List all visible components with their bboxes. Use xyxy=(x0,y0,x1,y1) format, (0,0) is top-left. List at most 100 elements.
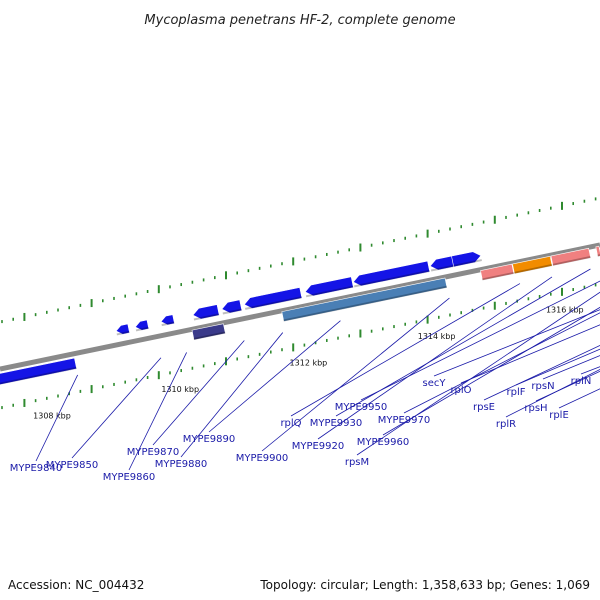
gene-label-leader xyxy=(580,366,600,375)
gene-feature xyxy=(134,319,150,332)
gene-label: MYPE9840 xyxy=(10,463,63,474)
feature-track xyxy=(0,245,600,390)
gene-label-leader xyxy=(208,320,341,433)
kbp-label: 1314 kbp xyxy=(418,332,456,341)
gene-feature-shade xyxy=(161,321,175,327)
gene-label-leader xyxy=(433,309,600,377)
gene-feature-shade xyxy=(222,308,242,315)
gene-feature xyxy=(451,251,482,268)
gene-feature xyxy=(243,287,303,310)
gene-label-leader xyxy=(535,370,600,402)
gene-label: MYPE9960 xyxy=(357,437,410,448)
gene-feature-shape xyxy=(221,299,243,314)
gene-feature-shade xyxy=(116,330,130,336)
gene-feature-shade xyxy=(453,259,482,267)
gene-label-leader xyxy=(128,352,187,471)
gene-label: MYPE9900 xyxy=(236,453,289,464)
gene-label: MYPE9930 xyxy=(310,418,363,429)
gene-label-leader xyxy=(290,283,521,417)
gene-feature xyxy=(352,260,431,288)
gene-label: rplR xyxy=(496,419,516,430)
gene-label: MYPE9860 xyxy=(103,472,156,483)
gene-feature-shade xyxy=(552,256,591,266)
kbp-label-group: 1308 kbp 1310 kbp 1312 kbp 1314 kbp 1316 kbp… xyxy=(33,305,584,420)
gene-feature xyxy=(595,245,600,257)
gene-label: MYPE9870 xyxy=(127,447,180,458)
gene-label-leader xyxy=(483,345,600,401)
gene-feature xyxy=(550,247,592,267)
gene-label: rpsE xyxy=(473,402,495,413)
gene-feature-shape xyxy=(550,247,592,267)
gene-feature-shape xyxy=(191,323,226,341)
map-title: Mycoplasma penetrans HF-2, complete geno… xyxy=(144,13,455,28)
gene-feature-shape xyxy=(243,287,303,309)
gene-label-leader xyxy=(35,374,79,462)
gene-feature xyxy=(304,276,354,298)
gene-label: MYPE9890 xyxy=(183,434,236,445)
gene-feature xyxy=(281,277,448,322)
gene-feature xyxy=(160,314,175,327)
gene-label: MYPE9920 xyxy=(292,441,345,452)
gene-label-leader xyxy=(460,324,600,384)
kbp-label: 1310 kbp xyxy=(161,385,199,394)
gene-feature xyxy=(480,263,515,281)
gene-label: rplE xyxy=(549,410,569,421)
gene-label: rplO xyxy=(450,385,471,396)
genome-backbone xyxy=(0,242,600,372)
gene-feature-shape xyxy=(134,319,150,331)
kbp-label: 1316 kbp xyxy=(546,305,584,314)
gene-label-leader xyxy=(360,280,600,401)
gene-label-leader xyxy=(317,276,553,440)
gene-label: rplF xyxy=(507,387,526,398)
gene-label: MYPE9950 xyxy=(335,402,388,413)
gene-label: rplN xyxy=(571,376,592,387)
gene-feature xyxy=(191,323,226,341)
gene-label: rplQ xyxy=(280,418,301,429)
gene-feature-shade xyxy=(514,264,553,274)
inner-tick-track xyxy=(1,283,597,410)
gene-label: rpsM xyxy=(345,457,369,468)
gene-feature-shape xyxy=(160,314,175,326)
gene-feature-shade xyxy=(283,285,448,322)
gene-label-leader xyxy=(515,348,600,386)
kbp-label: 1312 kbp xyxy=(290,358,328,367)
gene-label: MYPE9880 xyxy=(155,459,208,470)
gene-feature-shade xyxy=(245,296,302,310)
gene-feature-shape xyxy=(352,260,431,287)
gene-feature xyxy=(221,299,243,315)
gene-feature xyxy=(512,255,553,275)
gene-feature-shade xyxy=(482,271,514,281)
outer-tick-track xyxy=(1,197,597,324)
gene-label-leader xyxy=(152,340,245,446)
gene-label-leader xyxy=(71,357,162,459)
genome-summary-text: Topology: circular; Length: 1,358,633 bp… xyxy=(260,578,590,592)
gene-label: MYPE9850 xyxy=(46,460,99,471)
gene-feature-shape xyxy=(512,255,553,275)
gene-feature xyxy=(0,357,78,390)
gene-feature-shape xyxy=(281,277,448,322)
gene-feature-shape xyxy=(0,357,78,389)
gene-feature-shape xyxy=(451,251,482,268)
gene-label: rpsN xyxy=(531,381,554,392)
gene-label: MYPE9970 xyxy=(378,415,431,426)
gene-label-leader xyxy=(261,297,450,452)
gene-feature-shade xyxy=(597,254,600,257)
gene-feature xyxy=(192,304,220,321)
gene-feature-shade xyxy=(354,269,430,288)
gene-label-leader xyxy=(505,369,600,418)
gene-label-leader xyxy=(382,306,600,436)
gene-feature-shape xyxy=(480,263,515,281)
gene-feature-shade xyxy=(193,313,220,321)
gene-label: secY xyxy=(423,378,447,389)
gene-label-leader xyxy=(403,312,600,414)
gene-feature-shape xyxy=(115,323,130,335)
accession-text: Accession: NC_004432 xyxy=(8,578,145,592)
gene-feature xyxy=(115,323,130,336)
kbp-label: 1308 kbp xyxy=(33,411,71,420)
gene-label: rpsH xyxy=(524,403,547,414)
gene-feature-shade xyxy=(193,331,226,340)
gene-feature-shape xyxy=(192,304,220,320)
gene-feature-shade xyxy=(0,366,77,390)
